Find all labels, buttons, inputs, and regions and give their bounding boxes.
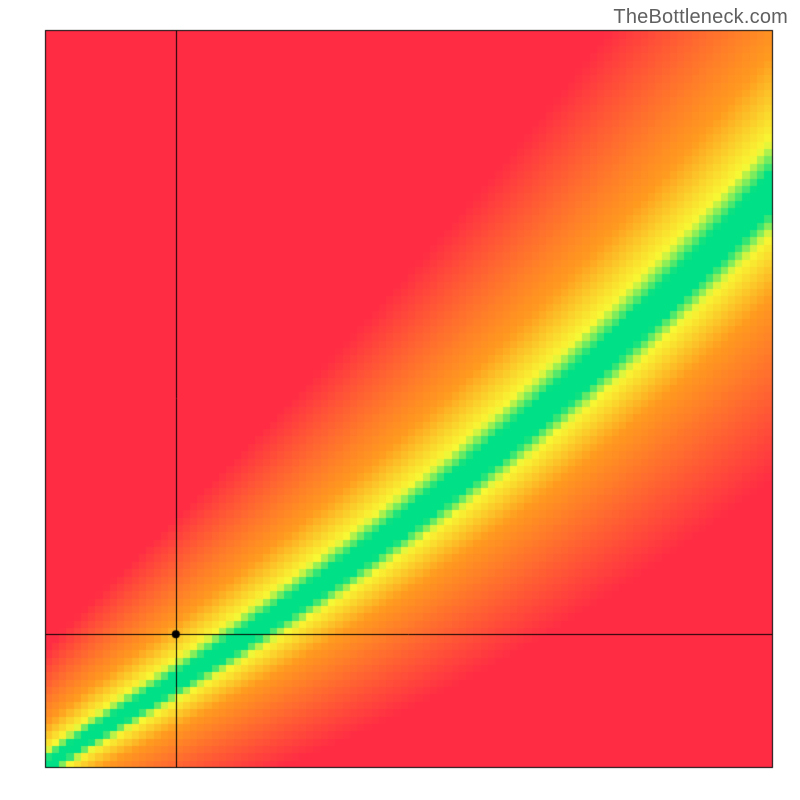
bottleneck-heatmap-container: TheBottleneck.com	[0, 0, 800, 800]
watermark-text: TheBottleneck.com	[613, 6, 788, 29]
heatmap-canvas	[0, 0, 800, 800]
